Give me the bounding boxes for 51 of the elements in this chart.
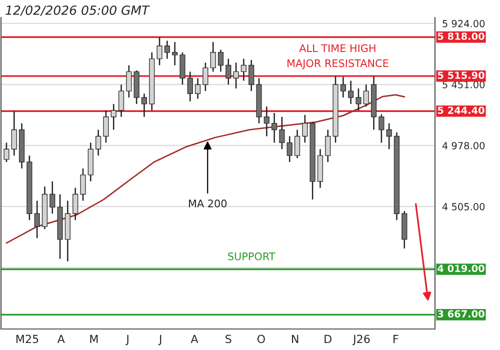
candlestick [103, 110, 109, 144]
x-tick-label: N [292, 334, 298, 343]
candlestick [210, 41, 216, 72]
ref-line-label: 5 515.90 [438, 72, 484, 79]
candlestick [80, 168, 86, 202]
candlestick [386, 122, 392, 150]
candlestick [141, 93, 148, 118]
x-tick-label: M [90, 334, 98, 343]
x-tick-label: D [324, 334, 332, 343]
candlestick [302, 114, 308, 144]
y-tick-label: 5 924.00 [442, 20, 485, 28]
ref-line-label: 5 818.00 [438, 32, 484, 40]
annotation: SUPPORT [228, 252, 276, 260]
y-tick-label: 4 978.00 [442, 142, 485, 150]
annotation: MAJOR RESISTANCE [288, 59, 388, 70]
candlestick [218, 49, 224, 72]
candlestick [378, 114, 384, 144]
ref-line-label: 3 667.00 [438, 310, 484, 318]
candlestick [348, 80, 354, 105]
x-tick-label: M25 [16, 334, 38, 344]
x-tick-label: J26 [352, 334, 370, 346]
x-tick-label: A [57, 334, 65, 343]
candlestick [50, 180, 56, 214]
candlestick [279, 116, 285, 150]
x-tick-label: S [226, 334, 232, 344]
x-tick-label: A [190, 334, 198, 343]
ref-line-label: 4 019.00 [438, 264, 484, 272]
candlestick [226, 58, 232, 86]
candlestick [172, 41, 178, 66]
annotation: ALL TIME HIGH [299, 44, 376, 52]
x-tick-label: F [394, 334, 398, 343]
candlestick [110, 103, 116, 130]
candlestick [156, 36, 162, 66]
x-tick-label: J [158, 334, 162, 346]
candlestick [248, 59, 254, 92]
candlestick [240, 58, 246, 82]
x-tick-label: O [257, 334, 265, 344]
annotation: MA 200 [188, 200, 227, 208]
x-tick-label: J [126, 334, 128, 346]
candlestick [180, 52, 186, 86]
candlestick [271, 112, 278, 144]
candlestick [264, 106, 270, 137]
candlestick [356, 88, 362, 112]
candlestick [187, 71, 193, 102]
candlestick [286, 136, 292, 163]
y-tick-label: 4 505.00 [442, 203, 485, 210]
ref-line-label: 5 244.40 [438, 106, 484, 114]
candlestick [164, 40, 170, 60]
chart-title: 12/02/2026 05:00 GMT [6, 5, 150, 16]
candlestick [34, 200, 40, 239]
candlestick [340, 76, 346, 98]
